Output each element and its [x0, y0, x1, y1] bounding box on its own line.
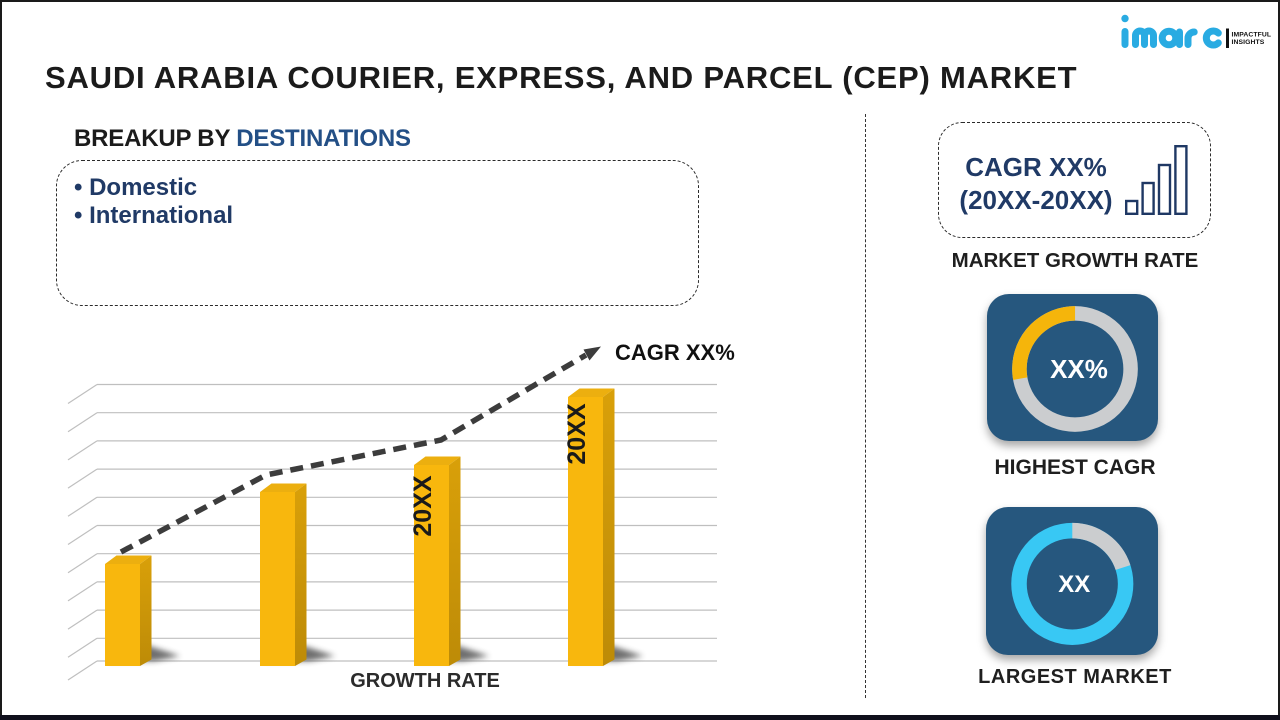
- svg-text:IMPACTFUL: IMPACTFUL: [1232, 31, 1272, 38]
- svg-text:20XX: 20XX: [563, 403, 591, 464]
- svg-text:INSIGHTS: INSIGHTS: [1232, 39, 1265, 46]
- svg-text:XX: XX: [1058, 571, 1090, 598]
- svg-text:20XX: 20XX: [409, 475, 437, 536]
- svg-text:XX%: XX%: [1050, 354, 1108, 384]
